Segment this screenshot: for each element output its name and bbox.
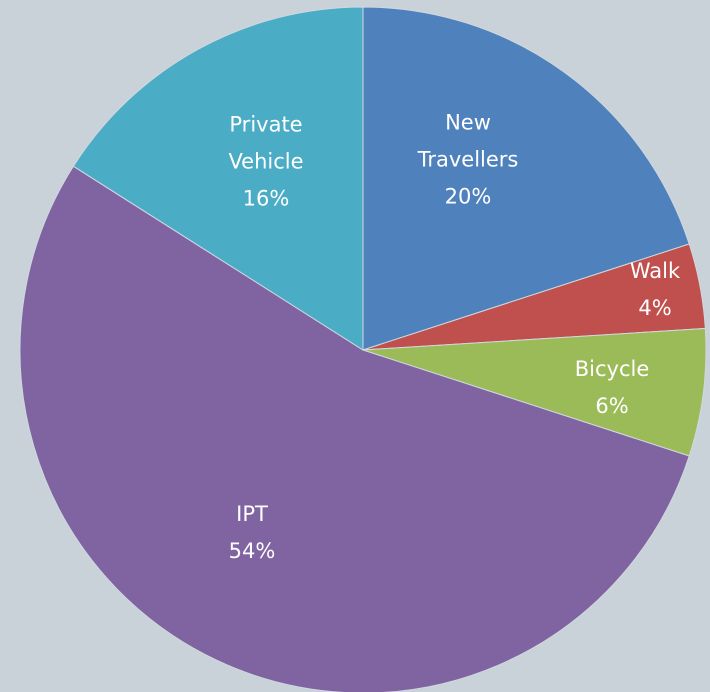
value-label: 20% (444, 184, 492, 209)
value-label: 16% (242, 186, 290, 211)
value-label: 6% (595, 394, 629, 418)
pie-slice (19, 165, 690, 692)
category-label: Bicycle (574, 357, 650, 381)
slice-label: New Travellers 20% (393, 105, 543, 216)
slice-label: Bicycle 6% (557, 351, 667, 425)
pie-slice (362, 6, 690, 351)
slice-label: IPT 54% (212, 496, 292, 570)
value-label: 54% (228, 539, 276, 563)
pie-slice (72, 6, 364, 351)
category-label: Walk (629, 259, 681, 283)
slice-label: Private Vehicle 16% (211, 107, 321, 218)
category-label: New Travellers (417, 110, 519, 172)
slice-label: Walk 4% (615, 253, 695, 327)
value-label: 4% (638, 296, 672, 320)
category-label: Private Vehicle (228, 112, 304, 174)
category-label: IPT (236, 502, 268, 526)
pie-slice (362, 327, 707, 457)
